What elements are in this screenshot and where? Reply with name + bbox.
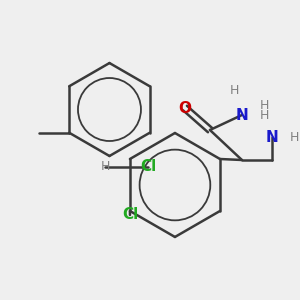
Text: H: H: [260, 98, 270, 112]
Text: N: N: [236, 107, 248, 122]
Text: O: O: [178, 100, 191, 116]
Text: H: H: [100, 160, 110, 173]
Text: H: H: [230, 83, 240, 97]
Text: H: H: [260, 109, 270, 122]
Text: Cl: Cl: [140, 160, 156, 175]
Text: Cl: Cl: [122, 208, 138, 223]
Text: N: N: [266, 130, 278, 145]
Text: H: H: [290, 130, 300, 143]
